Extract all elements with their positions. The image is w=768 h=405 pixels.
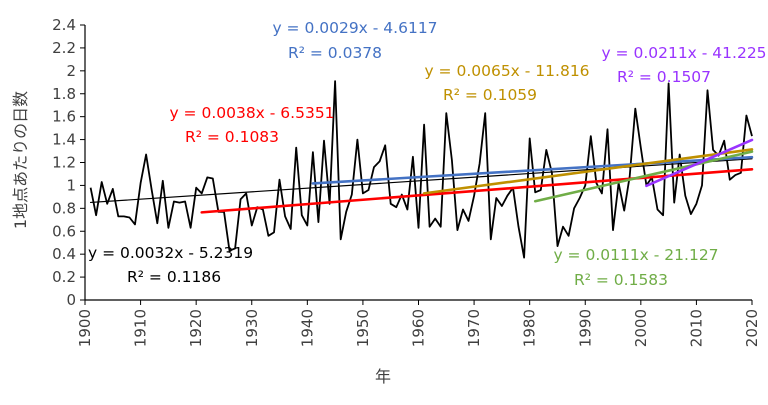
- trendline-equation-0: y = 0.0032x - 5.2319: [88, 244, 253, 262]
- trendline-equation-2: y = 0.0029x - 4.6117: [272, 19, 437, 37]
- trendline-3: [422, 148, 754, 195]
- trendline-r2-3: R² = 0.1059: [443, 86, 537, 104]
- trendline-0: [89, 158, 753, 204]
- x-tick-label: 1910: [132, 309, 150, 347]
- trendline-2: [311, 155, 754, 185]
- y-tick-label: 0: [66, 291, 76, 309]
- x-tick-label: 1900: [76, 309, 94, 347]
- y-tick-label: 1: [66, 176, 76, 194]
- x-tick-label: 1990: [576, 309, 594, 347]
- trendline-1: [200, 167, 754, 214]
- x-tick-label: 2020: [743, 309, 761, 347]
- x-axis-title: 年: [375, 367, 391, 386]
- trendline-r2-1: R² = 0.1083: [185, 128, 279, 146]
- x-tick-label: 1970: [465, 309, 483, 347]
- x-tick-label: 1940: [298, 309, 316, 347]
- trendline-r2-5: R² = 0.1507: [617, 68, 711, 86]
- y-axis-title: 1地点あたりの日数: [11, 91, 30, 229]
- y-tick-label: 2.2: [52, 39, 76, 57]
- y-tick-label: 2.4: [52, 16, 76, 34]
- trendline-layer: [89, 138, 754, 214]
- y-tick-label: 1.8: [52, 85, 76, 103]
- x-tick-label: 1960: [410, 309, 428, 347]
- trendline-5: [645, 138, 754, 188]
- x-tick-label: 1980: [521, 309, 539, 347]
- trendline-4: [533, 150, 754, 203]
- trendline-r2-2: R² = 0.0378: [288, 44, 382, 62]
- y-tick-label: 0.2: [52, 268, 76, 286]
- equation-labels: y = 0.0032x - 5.2319 R² = 0.1186 y = 0.0…: [88, 19, 767, 289]
- x-tick-label: 1930: [243, 309, 261, 347]
- trendline-equation-3: y = 0.0065x - 11.816: [424, 62, 589, 80]
- axes: 0 0.2 0.4 0.6 0.8 1 1.2 1.4 1.6 1.8 2 2.2 2.4 1900 191…: [52, 16, 761, 347]
- y-tick-label: 0.6: [52, 222, 76, 240]
- trendline-equation-1: y = 0.0038x - 6.5351: [169, 104, 334, 122]
- y-tick-label: 1.4: [52, 131, 76, 149]
- y-tick-label: 1.2: [52, 154, 76, 172]
- x-tick-label: 2010: [687, 309, 705, 347]
- trendline-r2-0: R² = 0.1186: [127, 268, 221, 286]
- x-tick-label: 1950: [354, 309, 372, 347]
- y-tick-label: 2: [66, 62, 76, 80]
- trendline-r2-4: R² = 0.1583: [574, 271, 668, 289]
- y-tick-label: 1.6: [52, 108, 76, 126]
- x-tick-label: 2000: [632, 309, 650, 347]
- trendline-equation-4: y = 0.0111x - 21.127: [553, 246, 718, 264]
- y-tick-label: 0.8: [52, 199, 76, 217]
- trendline-equation-5: y = 0.0211x - 41.225: [601, 44, 766, 62]
- x-tick-label: 1920: [187, 309, 205, 347]
- y-tick-label: 0.4: [52, 245, 76, 263]
